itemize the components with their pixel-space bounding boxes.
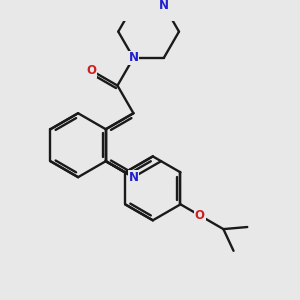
Text: N: N <box>128 51 138 64</box>
Text: N: N <box>128 171 138 184</box>
Text: N: N <box>159 0 169 12</box>
Text: O: O <box>86 64 96 77</box>
Text: O: O <box>195 209 205 222</box>
